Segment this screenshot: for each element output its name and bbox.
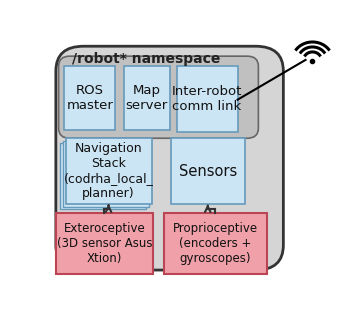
- Text: Exteroceptive
(3D sensor Asus
Xtion): Exteroceptive (3D sensor Asus Xtion): [57, 222, 152, 265]
- Text: Navigation
Stack
(codrha_local_
planner): Navigation Stack (codrha_local_ planner): [64, 142, 154, 200]
- Text: Proprioceptive
(encoders +
gyroscopes): Proprioceptive (encoders + gyroscopes): [173, 222, 258, 265]
- FancyBboxPatch shape: [66, 138, 151, 204]
- FancyBboxPatch shape: [64, 66, 116, 130]
- Text: ROS
master: ROS master: [66, 84, 113, 112]
- Text: Map
server: Map server: [126, 84, 168, 112]
- FancyBboxPatch shape: [171, 138, 245, 204]
- FancyBboxPatch shape: [56, 213, 153, 274]
- FancyBboxPatch shape: [60, 143, 146, 209]
- FancyBboxPatch shape: [124, 66, 170, 130]
- FancyBboxPatch shape: [56, 46, 284, 270]
- Text: Sensors: Sensors: [179, 164, 237, 179]
- Text: Inter-robot
comm link: Inter-robot comm link: [172, 85, 242, 113]
- Text: /robot* namespace: /robot* namespace: [72, 52, 221, 67]
- FancyBboxPatch shape: [59, 56, 258, 138]
- FancyBboxPatch shape: [63, 141, 149, 207]
- FancyBboxPatch shape: [176, 66, 238, 132]
- FancyBboxPatch shape: [164, 213, 267, 274]
